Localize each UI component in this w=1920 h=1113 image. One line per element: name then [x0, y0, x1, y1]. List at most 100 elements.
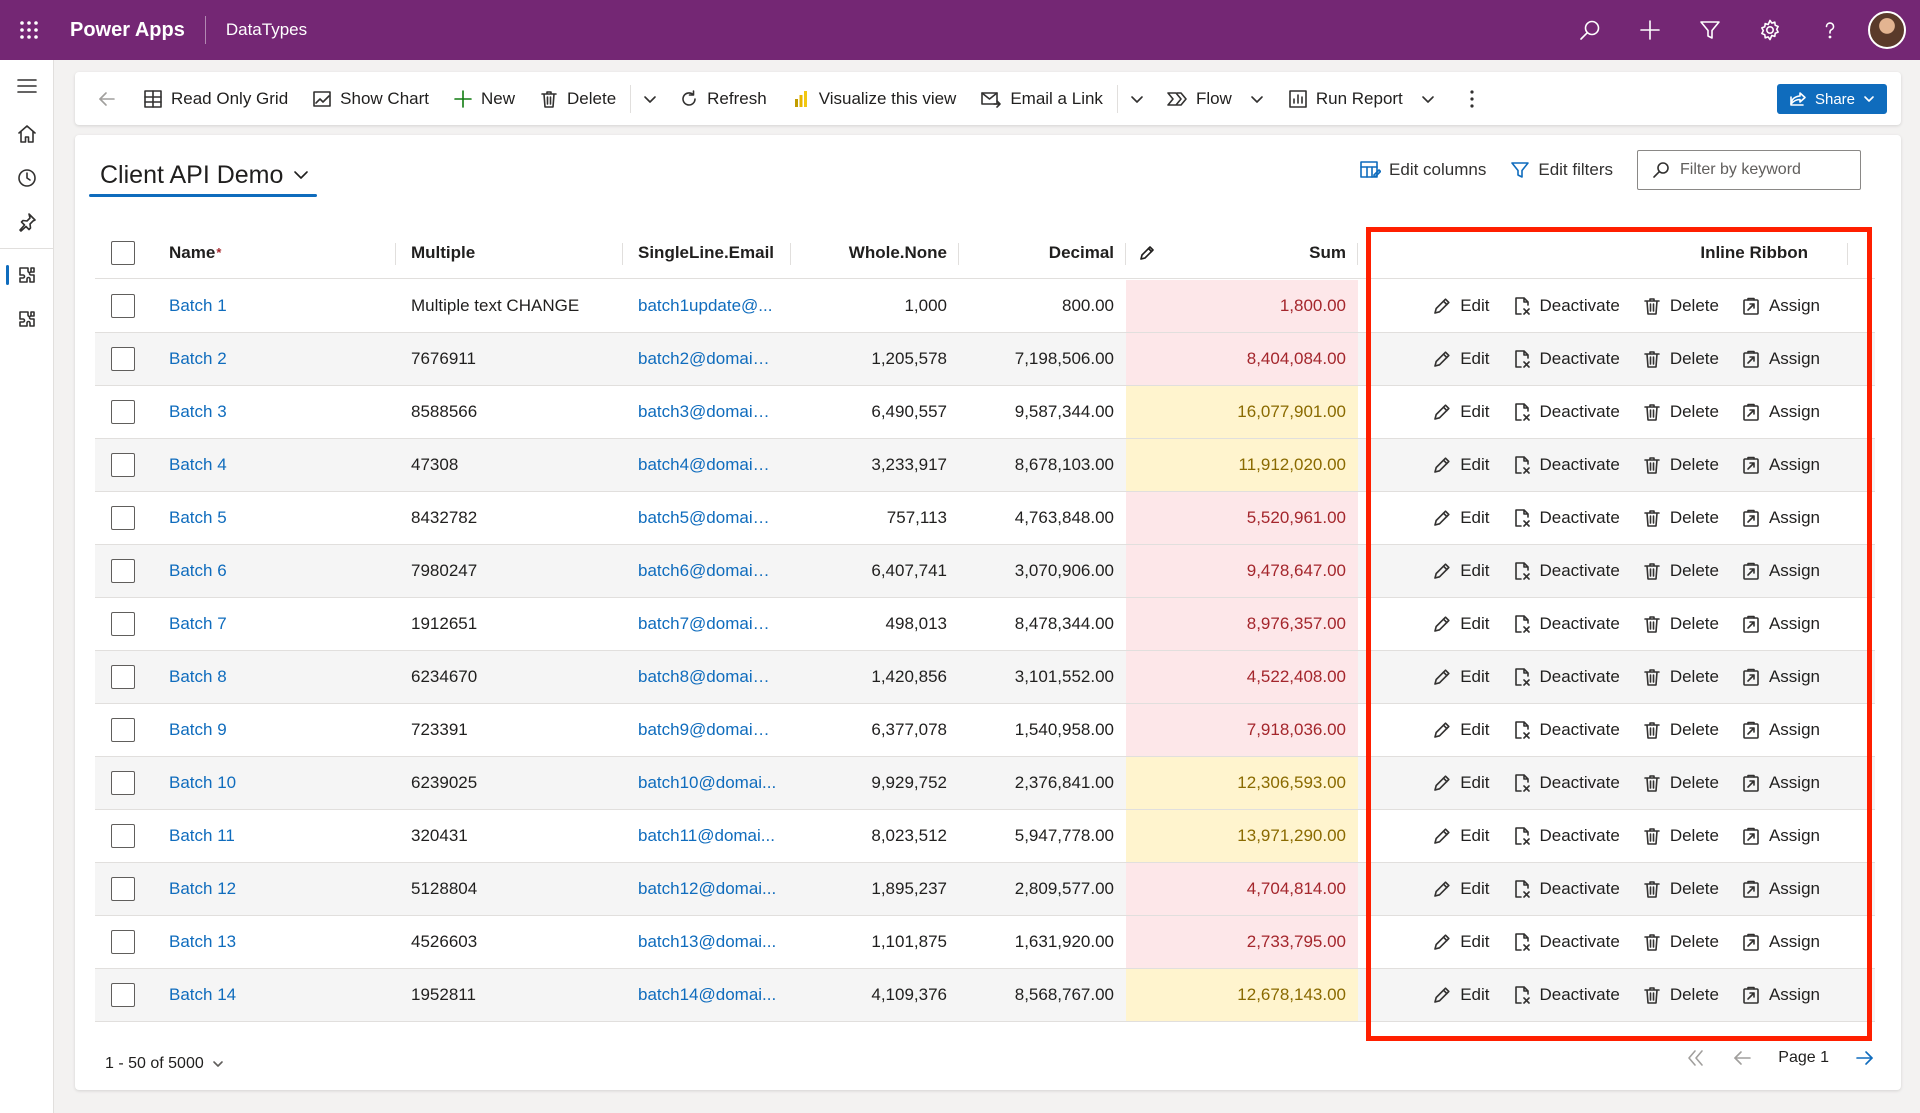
record-name-link[interactable]: Batch 12 — [169, 879, 237, 898]
inline-delete-button[interactable]: Delete — [1642, 879, 1719, 899]
record-name-link[interactable]: Batch 6 — [169, 561, 227, 580]
email-link[interactable]: batch9@domain.... — [638, 720, 779, 739]
edit-filters-button[interactable]: Edit filters — [1510, 160, 1613, 180]
column-header-name[interactable]: Name * — [151, 227, 396, 278]
inline-delete-button[interactable]: Delete — [1642, 402, 1719, 422]
inline-deactivate-button[interactable]: Deactivate — [1512, 985, 1620, 1005]
edit-columns-button[interactable]: Edit columns — [1359, 160, 1486, 180]
inline-deactivate-button[interactable]: Deactivate — [1512, 561, 1620, 581]
inline-delete-button[interactable]: Delete — [1642, 826, 1719, 846]
view-selector[interactable]: Client API Demo — [100, 157, 309, 193]
flow-button[interactable]: Flow — [1154, 72, 1276, 125]
first-page-icon[interactable] — [1686, 1049, 1706, 1067]
menu-icon[interactable] — [0, 60, 54, 112]
email-link[interactable]: batch7@domain.... — [638, 614, 779, 633]
next-page-icon[interactable] — [1855, 1049, 1875, 1067]
record-name-link[interactable]: Batch 1 — [169, 296, 227, 315]
inline-edit-button[interactable]: Edit — [1432, 349, 1490, 369]
inline-assign-button[interactable]: Assign — [1741, 879, 1820, 899]
inline-assign-button[interactable]: Assign — [1741, 402, 1820, 422]
inline-deactivate-button[interactable]: Deactivate — [1512, 879, 1620, 899]
inline-assign-button[interactable]: Assign — [1741, 561, 1820, 581]
app-name[interactable]: Power Apps — [58, 16, 206, 44]
record-name-link[interactable]: Batch 8 — [169, 667, 227, 686]
record-count[interactable]: 1 - 50 of 5000 — [105, 1055, 224, 1073]
record-name-link[interactable]: Batch 4 — [169, 455, 227, 474]
table-row[interactable]: Batch 4 47308 batch4@domain.... 3,233,917 8,… — [95, 439, 1875, 492]
row-checkbox[interactable] — [111, 347, 135, 371]
inline-assign-button[interactable]: Assign — [1741, 455, 1820, 475]
table-row[interactable]: Batch 6 7980247 batch6@domain.... 6,407,741… — [95, 545, 1875, 598]
inline-deactivate-button[interactable]: Deactivate — [1512, 349, 1620, 369]
entity-icon[interactable] — [0, 253, 54, 297]
read-only-grid-button[interactable]: Read Only Grid — [131, 72, 300, 125]
inline-delete-button[interactable]: Delete — [1642, 773, 1719, 793]
inline-deactivate-button[interactable]: Deactivate — [1512, 455, 1620, 475]
help-icon[interactable] — [1800, 0, 1860, 60]
search-icon[interactable] — [1560, 0, 1620, 60]
inline-deactivate-button[interactable]: Deactivate — [1512, 667, 1620, 687]
entity-icon[interactable] — [0, 297, 54, 341]
email-link[interactable]: batch4@domain.... — [638, 455, 779, 474]
inline-delete-button[interactable]: Delete — [1642, 667, 1719, 687]
record-name-link[interactable]: Batch 11 — [169, 826, 235, 845]
inline-assign-button[interactable]: Assign — [1741, 932, 1820, 952]
email-link[interactable]: batch14@domai... — [638, 985, 777, 1004]
app-launcher-waffle-icon[interactable] — [0, 0, 58, 60]
row-checkbox[interactable] — [111, 506, 135, 530]
share-button[interactable]: Share — [1776, 84, 1887, 114]
column-header-email[interactable]: SingleLine.Email — [623, 227, 791, 278]
record-name-link[interactable]: Batch 5 — [169, 508, 227, 527]
inline-edit-button[interactable]: Edit — [1432, 296, 1490, 316]
record-name-link[interactable]: Batch 3 — [169, 402, 227, 421]
inline-edit-button[interactable]: Edit — [1432, 879, 1490, 899]
email-link-button[interactable]: Email a Link — [968, 72, 1115, 125]
previous-page-icon[interactable] — [1732, 1049, 1752, 1067]
table-row[interactable]: Batch 7 1912651 batch7@domain.... 498,013 8,… — [95, 598, 1875, 651]
inline-edit-button[interactable]: Edit — [1432, 826, 1490, 846]
inline-edit-button[interactable]: Edit — [1432, 932, 1490, 952]
row-checkbox[interactable] — [111, 824, 135, 848]
row-checkbox[interactable] — [111, 665, 135, 689]
run-report-button[interactable]: Run Report — [1276, 72, 1447, 125]
inline-delete-button[interactable]: Delete — [1642, 455, 1719, 475]
inline-deactivate-button[interactable]: Deactivate — [1512, 720, 1620, 740]
inline-edit-button[interactable]: Edit — [1432, 614, 1490, 634]
filter-icon[interactable] — [1680, 0, 1740, 60]
inline-edit-button[interactable]: Edit — [1432, 455, 1490, 475]
pinned-icon[interactable] — [0, 200, 54, 244]
column-header-sum[interactable]: Sum — [1126, 227, 1358, 278]
inline-edit-button[interactable]: Edit — [1432, 773, 1490, 793]
row-checkbox[interactable] — [111, 771, 135, 795]
inline-deactivate-button[interactable]: Deactivate — [1512, 826, 1620, 846]
row-checkbox[interactable] — [111, 294, 135, 318]
back-button[interactable] — [83, 72, 131, 125]
recent-icon[interactable] — [0, 156, 54, 200]
inline-assign-button[interactable]: Assign — [1741, 349, 1820, 369]
email-link[interactable]: batch12@domai... — [638, 879, 777, 898]
inline-edit-button[interactable]: Edit — [1432, 561, 1490, 581]
add-icon[interactable] — [1620, 0, 1680, 60]
home-icon[interactable] — [0, 112, 54, 156]
inline-delete-button[interactable]: Delete — [1642, 561, 1719, 581]
table-row[interactable]: Batch 11 320431 batch11@domai... 8,023,512 5… — [95, 810, 1875, 863]
row-checkbox[interactable] — [111, 559, 135, 583]
table-row[interactable]: Batch 3 8588566 batch3@domain.... 6,490,557… — [95, 386, 1875, 439]
table-row[interactable]: Batch 10 6239025 batch10@domai... 9,929,752… — [95, 757, 1875, 810]
inline-deactivate-button[interactable]: Deactivate — [1512, 508, 1620, 528]
inline-deactivate-button[interactable]: Deactivate — [1512, 773, 1620, 793]
inline-deactivate-button[interactable]: Deactivate — [1512, 614, 1620, 634]
inline-assign-button[interactable]: Assign — [1741, 773, 1820, 793]
record-name-link[interactable]: Batch 2 — [169, 349, 227, 368]
inline-delete-button[interactable]: Delete — [1642, 508, 1719, 528]
record-name-link[interactable]: Batch 7 — [169, 614, 227, 633]
email-link[interactable]: batch2@domain.... — [638, 349, 779, 368]
email-link[interactable]: batch8@domain.... — [638, 667, 779, 686]
inline-assign-button[interactable]: Assign — [1741, 985, 1820, 1005]
table-row[interactable]: Batch 2 7676911 batch2@domain.... 1,205,578… — [95, 333, 1875, 386]
inline-edit-button[interactable]: Edit — [1432, 402, 1490, 422]
table-row[interactable]: Batch 9 723391 batch9@domain.... 6,377,078 1… — [95, 704, 1875, 757]
row-checkbox[interactable] — [111, 400, 135, 424]
filter-by-keyword-input[interactable]: Filter by keyword — [1637, 150, 1861, 190]
inline-assign-button[interactable]: Assign — [1741, 667, 1820, 687]
